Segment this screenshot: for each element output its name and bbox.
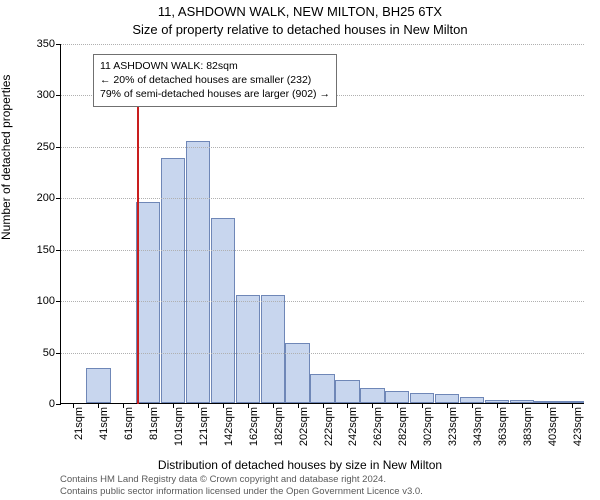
- histogram-bar: [360, 388, 384, 403]
- info-box-line1: 11 ASHDOWN WALK: 82sqm: [100, 59, 330, 73]
- info-box-line2: ← 20% of detached houses are smaller (23…: [100, 73, 330, 87]
- xtick-label: 343sqm: [472, 407, 484, 446]
- histogram-bar: [136, 202, 160, 403]
- histogram-bar: [236, 295, 260, 403]
- bar-slot: 363sqm: [484, 44, 509, 403]
- y-axis-label: Number of detached properties: [0, 75, 13, 240]
- chart-title-subtitle: Size of property relative to detached ho…: [0, 22, 600, 37]
- ytick-label: 300: [37, 89, 61, 101]
- bar-slot: 282sqm: [385, 44, 410, 403]
- histogram-bar: [435, 394, 459, 403]
- xtick-label: 242sqm: [347, 407, 359, 446]
- xtick-label: 41sqm: [98, 407, 110, 440]
- plot-area: 11 ASHDOWN WALK: 82sqm ← 20% of detached…: [60, 44, 584, 404]
- bar-slot: 383sqm: [509, 44, 534, 403]
- bar-slot: 403sqm: [534, 44, 559, 403]
- xtick-label: 222sqm: [323, 407, 335, 446]
- xtick-label: 323sqm: [447, 407, 459, 446]
- xtick-label: 121sqm: [198, 407, 210, 446]
- info-box: 11 ASHDOWN WALK: 82sqm ← 20% of detached…: [93, 54, 337, 107]
- xtick-label: 21sqm: [73, 407, 85, 440]
- ytick-label: 50: [43, 347, 61, 359]
- xtick-label: 302sqm: [422, 407, 434, 446]
- xtick-label: 363sqm: [497, 407, 509, 446]
- histogram-bar: [385, 391, 409, 403]
- xtick-label: 262sqm: [372, 407, 384, 446]
- ytick-label: 350: [37, 38, 61, 50]
- xtick-label: 61sqm: [123, 407, 135, 440]
- ytick-label: 200: [37, 192, 61, 204]
- chart-title-address: 11, ASHDOWN WALK, NEW MILTON, BH25 6TX: [0, 4, 600, 19]
- gridline: [61, 147, 584, 148]
- histogram-bar: [186, 141, 210, 403]
- xtick-label: 81sqm: [148, 407, 160, 440]
- bar-slot: 343sqm: [460, 44, 485, 403]
- histogram-bar: [211, 218, 235, 403]
- histogram-bar: [310, 374, 334, 403]
- bar-slot: 242sqm: [335, 44, 360, 403]
- histogram-bar: [161, 158, 185, 403]
- x-axis-label: Distribution of detached houses by size …: [0, 458, 600, 472]
- xtick-label: 202sqm: [298, 407, 310, 446]
- ytick-label: 250: [37, 141, 61, 153]
- marker-line: [137, 94, 139, 404]
- attribution-text: Contains HM Land Registry data © Crown c…: [60, 474, 590, 498]
- attribution-line2: Contains public sector information licen…: [60, 486, 590, 498]
- xtick-label: 101sqm: [173, 407, 185, 446]
- xtick-label: 142sqm: [223, 407, 235, 446]
- ytick-label: 100: [37, 295, 61, 307]
- histogram-bar: [261, 295, 285, 403]
- xtick-label: 182sqm: [273, 407, 285, 446]
- bar-slot: 262sqm: [360, 44, 385, 403]
- bar-slot: 323sqm: [435, 44, 460, 403]
- attribution-line1: Contains HM Land Registry data © Crown c…: [60, 474, 590, 486]
- bar-slot: 302sqm: [410, 44, 435, 403]
- gridline: [61, 250, 584, 251]
- gridline: [61, 353, 584, 354]
- xtick-label: 282sqm: [397, 407, 409, 446]
- bar-slot: 21sqm: [61, 44, 86, 403]
- ytick-label: 150: [37, 244, 61, 256]
- gridline: [61, 44, 584, 45]
- xtick-label: 383sqm: [522, 407, 534, 446]
- xtick-label: 162sqm: [248, 407, 260, 446]
- chart-container: 11, ASHDOWN WALK, NEW MILTON, BH25 6TX S…: [0, 0, 600, 500]
- bar-slot: 423sqm: [559, 44, 584, 403]
- gridline: [61, 301, 584, 302]
- gridline: [61, 198, 584, 199]
- ytick-label: 0: [49, 398, 61, 410]
- histogram-bar: [335, 380, 359, 403]
- info-box-line3: 79% of semi-detached houses are larger (…: [100, 87, 330, 101]
- xtick-label: 403sqm: [547, 407, 559, 446]
- xtick-label: 423sqm: [572, 407, 584, 446]
- histogram-bar: [86, 368, 110, 403]
- histogram-bar: [410, 393, 434, 403]
